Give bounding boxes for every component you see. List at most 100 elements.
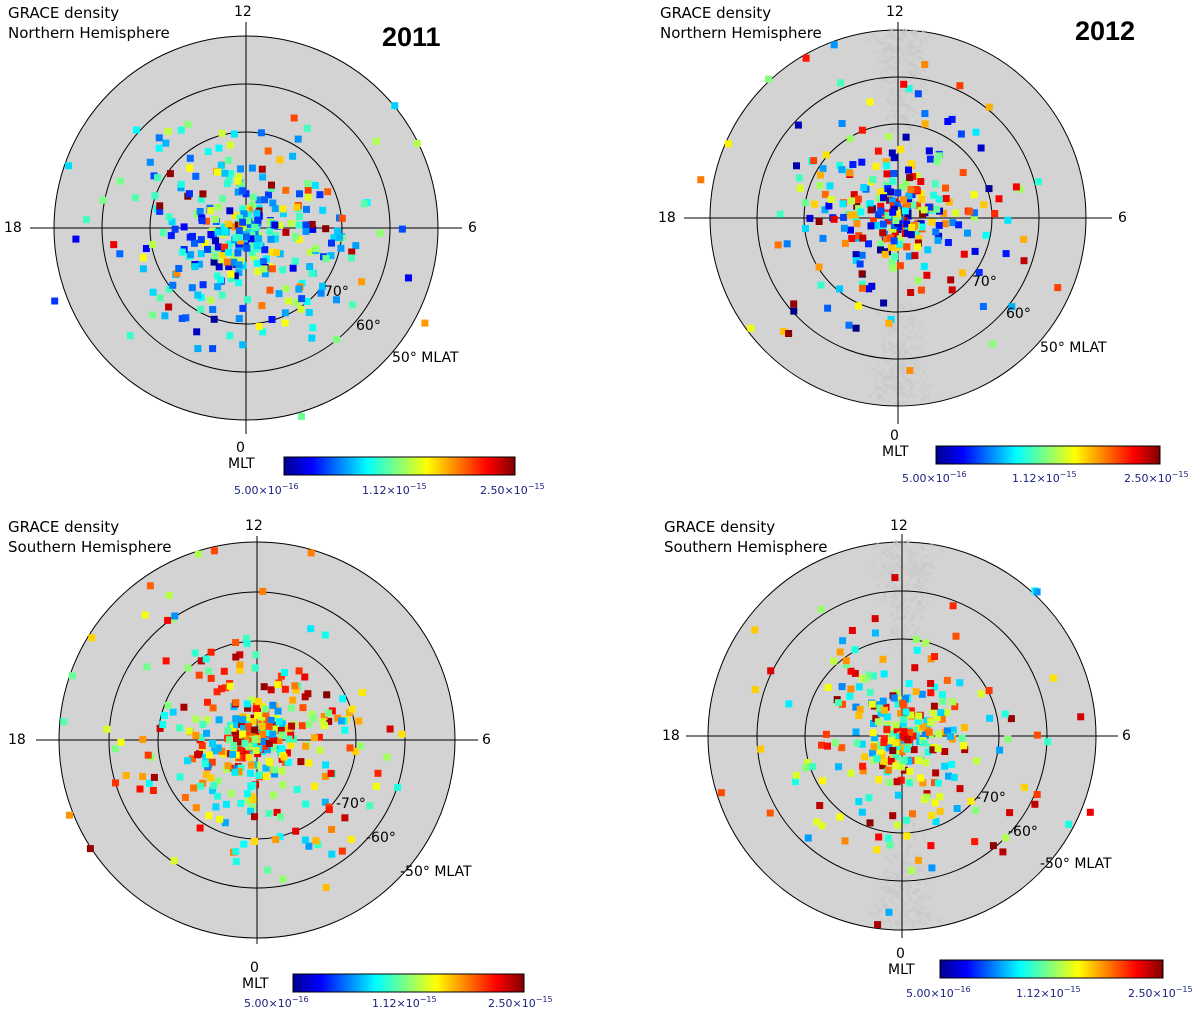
coverage-mark: × [916, 582, 922, 590]
density-point [889, 208, 897, 216]
density-point [892, 762, 900, 770]
colorbar-max-label: 2.50×10−15 [1128, 985, 1193, 1000]
coverage-mark: × [902, 385, 908, 393]
density-point [909, 810, 916, 818]
density-point [223, 258, 231, 266]
coverage-mark: × [899, 34, 905, 42]
density-point [856, 706, 864, 713]
density-point [877, 188, 885, 196]
density-point [226, 141, 234, 149]
coverage-mark: × [894, 873, 900, 881]
coverage-mark: × [908, 89, 914, 97]
coverage-mark: × [920, 582, 926, 590]
density-point [919, 723, 927, 731]
coverage-mark: × [921, 29, 927, 37]
data-points [717, 574, 1094, 929]
coverage-mark: × [889, 370, 895, 378]
coverage-mark: × [890, 47, 896, 55]
coverage-mark: × [893, 540, 899, 548]
coverage-mark: × [899, 385, 905, 393]
coverage-mark: × [901, 306, 907, 314]
density-point [785, 330, 793, 337]
colorbar-max-label: 2.50×10−15 [488, 995, 553, 1010]
density-point [301, 836, 309, 844]
density-point [955, 221, 963, 229]
density-point [178, 248, 186, 256]
density-point [263, 716, 271, 723]
coverage-mark: × [892, 349, 898, 357]
coverage-mark: × [893, 907, 899, 915]
density-point [391, 102, 399, 110]
density-point [879, 229, 887, 237]
density-point [931, 683, 939, 691]
density-point [972, 128, 980, 136]
density-point [112, 779, 119, 787]
coverage-mark: × [912, 582, 918, 590]
density-point [203, 217, 210, 225]
coverage-mark: × [918, 902, 924, 910]
density-point [215, 144, 223, 152]
coverage-mark: × [896, 602, 902, 610]
density-point [888, 213, 896, 221]
density-point [880, 194, 887, 202]
density-point [893, 726, 901, 734]
mlt-label-0: 0 [236, 440, 245, 456]
density-point [169, 708, 177, 716]
density-point [854, 195, 862, 203]
coverage-mark: × [882, 66, 888, 74]
density-point [168, 218, 176, 226]
coverage-mark: × [907, 566, 913, 574]
density-point [838, 120, 846, 127]
density-point [288, 722, 296, 730]
coverage-mark: × [903, 542, 909, 550]
coverage-mark: × [908, 595, 914, 603]
coverage-mark: × [889, 54, 895, 62]
data-points [60, 547, 406, 891]
density-point [222, 800, 230, 808]
density-point [287, 731, 295, 739]
coverage-mark: × [890, 627, 896, 635]
coverage-mark: × [915, 880, 921, 888]
density-point [877, 246, 884, 254]
coverage-mark: × [908, 873, 914, 881]
density-point [261, 270, 269, 278]
density-point [889, 747, 897, 755]
coverage-mark: × [896, 552, 902, 560]
density-point [273, 249, 280, 257]
panel-title-line1: GRACE density [664, 518, 775, 536]
coverage-mark: × [899, 400, 905, 408]
coverage-mark: × [908, 574, 914, 582]
density-point [316, 191, 324, 199]
density-point [840, 224, 848, 232]
density-point [874, 921, 882, 929]
coverage-mark: × [910, 613, 916, 621]
density-point [325, 709, 333, 717]
coverage-mark: × [937, 916, 943, 924]
density-point [201, 760, 209, 768]
density-point [1004, 735, 1012, 743]
density-point [936, 793, 944, 801]
coverage-mark: × [916, 589, 922, 597]
coverage-mark: × [880, 58, 886, 66]
density-point [265, 757, 273, 765]
coverage-mark: × [897, 563, 903, 571]
density-point [275, 718, 283, 726]
density-point [971, 247, 979, 255]
density-point [239, 754, 247, 762]
density-point [226, 332, 234, 340]
density-point [311, 734, 318, 742]
coverage-mark: × [889, 852, 895, 860]
coverage-mark: × [903, 114, 909, 122]
density-point [239, 716, 247, 724]
density-point [802, 764, 809, 772]
density-point [217, 276, 224, 284]
density-point [230, 258, 238, 266]
density-point [207, 674, 215, 682]
coverage-mark: × [918, 49, 924, 57]
density-point [218, 685, 225, 693]
coverage-mark: × [890, 87, 896, 95]
coverage-mark: × [881, 896, 887, 904]
density-point [197, 236, 205, 244]
coverage-mark: × [888, 557, 894, 565]
coverage-mark: × [892, 48, 898, 56]
